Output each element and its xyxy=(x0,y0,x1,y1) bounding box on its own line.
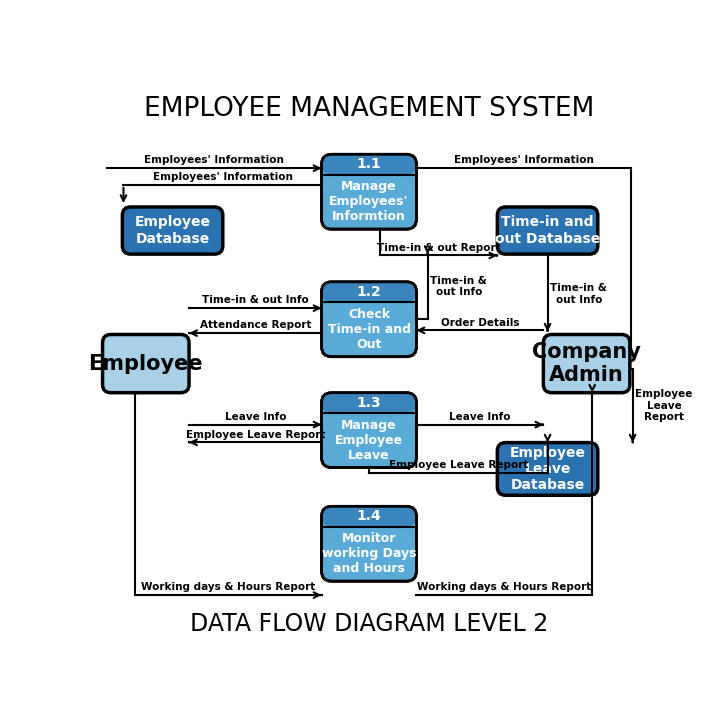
Text: 1.2: 1.2 xyxy=(356,285,382,299)
FancyBboxPatch shape xyxy=(322,154,416,229)
Text: 1.4: 1.4 xyxy=(356,510,382,523)
Text: Employees' Information: Employees' Information xyxy=(153,172,292,182)
Text: Company
Admin: Company Admin xyxy=(532,342,641,385)
Text: Working days & Hours Report: Working days & Hours Report xyxy=(141,582,315,593)
Text: Manage
Employee
Leave: Manage Employee Leave xyxy=(335,419,403,462)
Text: Employee Leave Report: Employee Leave Report xyxy=(186,430,325,439)
Text: Attendance Report: Attendance Report xyxy=(199,320,311,330)
Text: Working days & Hours Report: Working days & Hours Report xyxy=(417,582,591,593)
FancyBboxPatch shape xyxy=(322,506,416,526)
FancyBboxPatch shape xyxy=(322,282,416,356)
Text: Employee
Leave
Report: Employee Leave Report xyxy=(636,390,693,423)
FancyBboxPatch shape xyxy=(544,335,630,392)
FancyBboxPatch shape xyxy=(498,207,598,254)
Text: Manage
Employees'
Informtion: Manage Employees' Informtion xyxy=(329,180,409,223)
Text: Time-in &
out Info: Time-in & out Info xyxy=(550,284,607,305)
FancyBboxPatch shape xyxy=(322,392,416,413)
Text: DATA FLOW DIAGRAM LEVEL 2: DATA FLOW DIAGRAM LEVEL 2 xyxy=(190,612,548,636)
Text: Time-in &
out Info: Time-in & out Info xyxy=(431,276,487,297)
Text: Time-in & out Report: Time-in & out Report xyxy=(377,243,500,253)
Text: 1.3: 1.3 xyxy=(356,396,382,410)
FancyBboxPatch shape xyxy=(322,282,416,302)
FancyBboxPatch shape xyxy=(122,207,222,254)
Text: 1.1: 1.1 xyxy=(356,158,382,171)
Text: Time-in and
out Database: Time-in and out Database xyxy=(495,215,600,246)
Text: Order Details: Order Details xyxy=(441,318,519,328)
FancyBboxPatch shape xyxy=(322,154,416,174)
Text: Employee
Database: Employee Database xyxy=(135,215,210,246)
Text: Time-in & out Info: Time-in & out Info xyxy=(202,295,309,305)
Text: Leave Info: Leave Info xyxy=(449,412,510,422)
Text: EMPLOYEE MANAGEMENT SYSTEM: EMPLOYEE MANAGEMENT SYSTEM xyxy=(144,96,594,122)
FancyBboxPatch shape xyxy=(322,392,416,467)
Text: Employee
Leave
Database: Employee Leave Database xyxy=(510,446,585,492)
Text: Employees' Information: Employees' Information xyxy=(144,156,284,166)
Text: Check
Time-in and
Out: Check Time-in and Out xyxy=(328,308,410,351)
FancyBboxPatch shape xyxy=(102,335,189,392)
Text: Leave Info: Leave Info xyxy=(225,412,286,422)
FancyBboxPatch shape xyxy=(322,506,416,581)
Text: Monitor
working Days
and Hours: Monitor working Days and Hours xyxy=(322,532,416,575)
FancyBboxPatch shape xyxy=(498,443,598,495)
Text: Employee Leave Report: Employee Leave Report xyxy=(389,460,528,470)
Text: Employees' Information: Employees' Information xyxy=(454,156,594,166)
Text: Employee: Employee xyxy=(89,354,203,374)
